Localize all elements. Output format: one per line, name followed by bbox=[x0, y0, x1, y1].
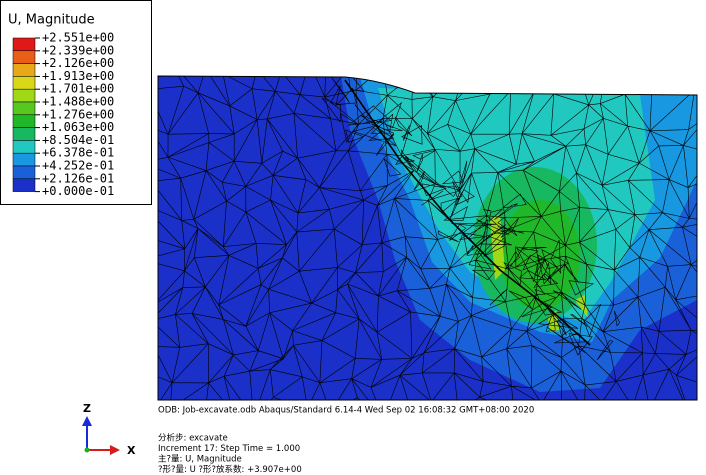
legend-swatch bbox=[12, 114, 36, 128]
legend-label: +2.126e+00 bbox=[42, 56, 114, 70]
legend-label: +1.701e+00 bbox=[42, 82, 114, 96]
model-outline bbox=[157, 75, 698, 401]
model bbox=[158, 76, 697, 400]
legend-swatch bbox=[12, 178, 36, 192]
legend-swatch bbox=[12, 37, 36, 52]
legend-label: +1.276e+00 bbox=[42, 107, 114, 121]
legend-label: +8.504e-01 bbox=[42, 133, 114, 147]
footer-line: ?形?量: U ?形?放系数: +3.907e+00 bbox=[158, 464, 302, 475]
legend-label: +0.000e-01 bbox=[42, 184, 114, 198]
legend-swatch bbox=[12, 63, 36, 77]
x-arrow bbox=[110, 445, 120, 455]
legend-swatch bbox=[12, 50, 36, 64]
x-label: X bbox=[127, 444, 136, 457]
legend-title: U, Magnitude bbox=[8, 13, 95, 28]
legend-label: +2.339e+00 bbox=[42, 43, 114, 57]
slip-surface bbox=[344, 79, 591, 346]
z-arrow bbox=[82, 416, 92, 426]
legend-label: +1.488e+00 bbox=[42, 95, 114, 109]
legend-swatch bbox=[12, 101, 36, 116]
odb-line: ODB: Job-excavate.odb Abaqus/Standard 6.… bbox=[158, 406, 534, 416]
mesh bbox=[158, 76, 697, 400]
legend-label: +4.252e-01 bbox=[42, 159, 114, 173]
footer-line: Increment 17: Step Time = 1.000 bbox=[158, 444, 300, 454]
legend-label: +2.551e+00 bbox=[42, 31, 114, 45]
contour-band bbox=[490, 214, 588, 332]
legend-swatch bbox=[12, 127, 36, 141]
legend-swatch bbox=[12, 140, 36, 154]
contour-band bbox=[500, 200, 580, 310]
legend-label: +2.126e-01 bbox=[42, 171, 114, 185]
legend-swatch bbox=[12, 88, 36, 103]
legend-swatch bbox=[12, 165, 36, 180]
legend-swatch bbox=[12, 152, 36, 167]
footer-line: 分析步: excavate bbox=[158, 433, 228, 444]
z-label: Z bbox=[83, 402, 91, 415]
legend-label: +1.913e+00 bbox=[42, 69, 114, 83]
origin bbox=[84, 447, 90, 453]
footer-line: 主?量: U, Magnitude bbox=[158, 454, 242, 465]
legend-label: +1.063e+00 bbox=[42, 120, 114, 134]
legend-swatch bbox=[12, 76, 36, 90]
legend-label: +6.378e-01 bbox=[42, 146, 114, 160]
